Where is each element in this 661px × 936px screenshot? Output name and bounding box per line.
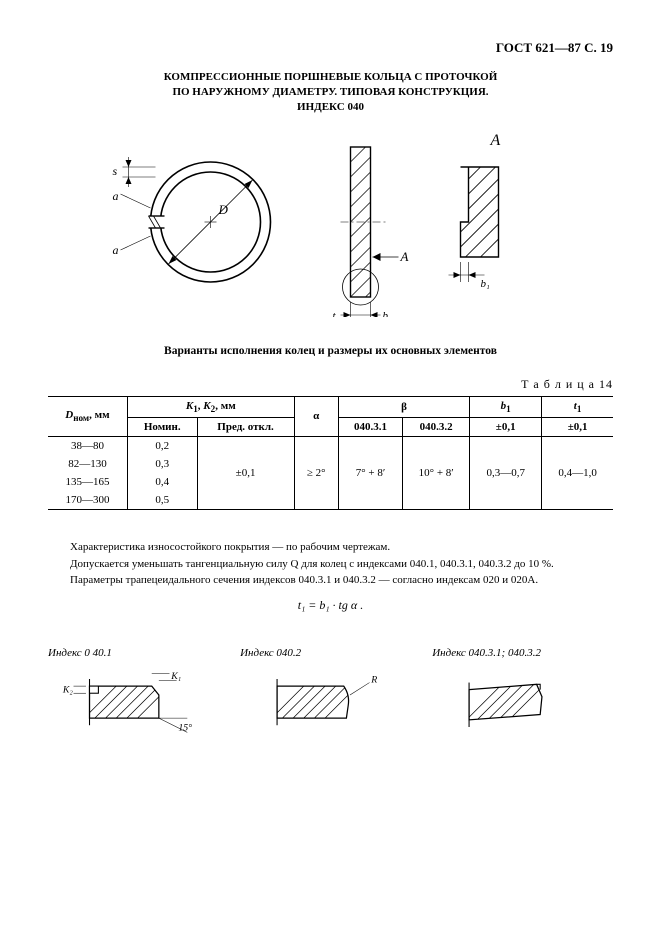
section-A-callout: A — [400, 249, 409, 264]
cell-d-1: 82—130 — [48, 455, 127, 473]
table-label: Т а б л и ц а 14 — [48, 377, 613, 392]
profile-040-1: Индекс 0 40.1 K₁ — [48, 647, 229, 747]
note-3: Параметры трапецеидального сечения индек… — [48, 573, 613, 588]
profile-040-2: Индекс 040.2 R — [240, 647, 421, 747]
cell-alpha: ≥ 2° — [294, 436, 338, 509]
dim-s: s — [113, 164, 118, 178]
title-line-1: КОМПРЕССИОННЫЕ ПОРШНЕВЫЕ КОЛЬЦА С ПРОТОЧ… — [164, 71, 498, 83]
th-beta: β — [338, 396, 469, 417]
th-beta1: 040.3.1 — [338, 417, 402, 436]
th-t1: t1 — [574, 400, 582, 412]
profile-040-3: Индекс 040.3.1; 040.3.2 — [432, 647, 613, 747]
th-dnom: Dном, мм — [65, 409, 109, 421]
title-line-2: ПО НАРУЖНОМУ ДИАМЕТРУ. ТИПОВАЯ КОНСТРУКЦ… — [172, 86, 488, 98]
dim-D: D — [218, 202, 229, 217]
profile-2-label: Индекс 040.2 — [240, 647, 421, 659]
cell-beta1: 7° + 8′ — [338, 436, 402, 509]
subheading: Варианты исполнения колец и размеры их о… — [48, 345, 613, 357]
cell-b1: 0,3—0,7 — [470, 436, 542, 509]
dim-t: t — [333, 310, 337, 317]
profile-3-label: Индекс 040.3.1; 040.3.2 — [432, 647, 613, 659]
cell-d-2: 135—165 — [48, 473, 127, 491]
th-b1-tol: ±0,1 — [470, 417, 542, 436]
th-k-nom: Номин. — [127, 417, 197, 436]
cell-k-3: 0,5 — [127, 491, 197, 510]
cell-ktol: ±0,1 — [197, 436, 294, 509]
main-diagram: D s a a — [48, 127, 613, 317]
th-t1-tol: ±0,1 — [542, 417, 613, 436]
dim-15deg: 15° — [178, 723, 192, 734]
dim-k1: K₁ — [170, 671, 181, 682]
page-title: КОМПРЕССИОННЫЕ ПОРШНЕВЫЕ КОЛЬЦА С ПРОТОЧ… — [48, 70, 613, 115]
profiles-row: Индекс 0 40.1 K₁ — [48, 647, 613, 747]
cell-t1: 0,4—1,0 — [542, 436, 613, 509]
data-table: Dном, мм K1, K2, мм α β b1 t1 Номин. Пре… — [48, 396, 613, 510]
dim-R: R — [370, 675, 377, 686]
cell-k-0: 0,2 — [127, 436, 197, 455]
cell-d-3: 170—300 — [48, 491, 127, 510]
note-1: Характеристика износостойкого покрытия —… — [48, 540, 613, 555]
th-k12: K1, K2, мм — [186, 400, 236, 412]
note-2: Допускается уменьшать тангенциальную сил… — [48, 557, 613, 572]
dim-a-top: a — [113, 189, 119, 203]
th-k-tol: Пред. откл. — [197, 417, 294, 436]
th-beta2: 040.3.2 — [403, 417, 470, 436]
th-alpha: α — [294, 396, 338, 436]
title-line-3: ИНДЕКС 040 — [297, 101, 364, 113]
dim-k2: K₂ — [62, 685, 74, 696]
cell-beta2: 10° + 8′ — [403, 436, 470, 509]
cell-k-2: 0,4 — [127, 473, 197, 491]
cell-k-1: 0,3 — [127, 455, 197, 473]
detail-A-label: A — [490, 132, 501, 149]
cell-d-0: 38—80 — [48, 436, 127, 455]
th-b1: b1 — [501, 400, 511, 412]
notes-block: Характеристика износостойкого покрытия —… — [48, 540, 613, 589]
page-header: ГОСТ 621—87 С. 19 — [48, 40, 613, 56]
dim-b: b — [383, 310, 389, 317]
formula: t₁ = b₁ · tg α . — [48, 598, 613, 613]
profile-1-label: Индекс 0 40.1 — [48, 647, 229, 659]
dim-a-bot: a — [113, 243, 119, 257]
dim-b1: b₁ — [481, 278, 491, 290]
